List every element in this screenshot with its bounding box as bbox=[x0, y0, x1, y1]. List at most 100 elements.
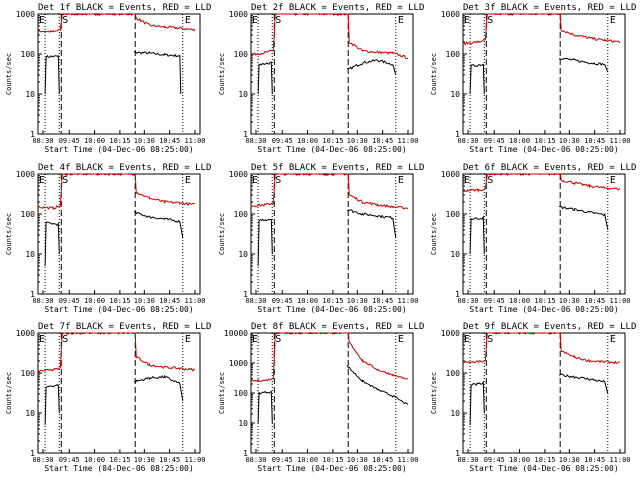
x-tick-label: 10:45 bbox=[159, 456, 180, 464]
y-tick-label: 1 bbox=[455, 290, 460, 299]
chart-title: Det 2f BLACK = Events, RED = LLD bbox=[251, 3, 424, 13]
y-tick-label: 100 bbox=[234, 389, 249, 398]
x-tick-label: 09:45 bbox=[484, 137, 505, 145]
y-tick-label: 1 bbox=[243, 290, 248, 299]
x-tick-label: 10:30 bbox=[347, 297, 368, 305]
event-marker: E bbox=[398, 334, 404, 345]
x-tick-label: 11:00 bbox=[184, 137, 205, 145]
x-tick-label: 10:30 bbox=[347, 456, 368, 464]
event-marker: S bbox=[275, 15, 281, 26]
chart-panel-3: Det 3f BLACK = Events, RED = LLD 1 10 100 10… bbox=[430, 3, 636, 154]
event-marker: E bbox=[39, 334, 45, 345]
event-marker: E bbox=[39, 15, 45, 26]
plot-frame bbox=[250, 332, 414, 454]
y-tick-label: 1000 bbox=[441, 10, 460, 19]
x-tick-label: 10:30 bbox=[134, 456, 155, 464]
x-tick-label: 10:00 bbox=[509, 137, 530, 145]
event-marker: E bbox=[185, 175, 191, 186]
lld-series-line bbox=[37, 13, 196, 33]
y-tick-label: 1 bbox=[30, 130, 35, 139]
x-tick-label: 08:30 bbox=[457, 137, 478, 145]
chart-title: Det 9f BLACK = Events, RED = LLD bbox=[463, 322, 636, 332]
events-series-line bbox=[257, 59, 397, 95]
chart-title: Det 8f BLACK = Events, RED = LLD bbox=[251, 322, 424, 332]
x-tick-label: 10:15 bbox=[322, 456, 343, 464]
x-tick-label: 10:30 bbox=[559, 297, 580, 305]
y-tick-label: 10 bbox=[238, 90, 248, 99]
x-axis-label: Start Time (04-Dec-06 08:25:00) bbox=[469, 305, 618, 314]
lld-series-line bbox=[462, 13, 621, 46]
plot-frame bbox=[250, 13, 414, 135]
event-marker: E bbox=[252, 175, 258, 186]
y-axis-label: Counts/sec bbox=[5, 53, 13, 95]
event-marker: E bbox=[464, 15, 470, 26]
y-tick-label: 1000 bbox=[16, 329, 35, 338]
y-axis-label: Counts/sec bbox=[218, 372, 226, 414]
event-marker: E bbox=[185, 334, 191, 345]
x-axis-label: Start Time (04-Dec-06 08:25:00) bbox=[257, 305, 406, 314]
x-tick-label: 11:00 bbox=[609, 137, 630, 145]
y-tick-label: 100 bbox=[446, 369, 461, 378]
y-tick-label: 1 bbox=[455, 130, 460, 139]
x-tick-label: 10:45 bbox=[584, 456, 605, 464]
x-tick-label: 11:00 bbox=[184, 297, 205, 305]
x-tick-label: 08:30 bbox=[245, 297, 266, 305]
chart-title: Det 5f BLACK = Events, RED = LLD bbox=[251, 163, 424, 173]
x-tick-label: 09:45 bbox=[59, 456, 80, 464]
lld-series-line bbox=[250, 332, 409, 382]
y-axis-label: Counts/sec bbox=[430, 53, 438, 95]
x-tick-label: 10:00 bbox=[84, 456, 105, 464]
plot-frame bbox=[250, 173, 414, 295]
x-tick-label: 10:45 bbox=[372, 137, 393, 145]
event-marker: E bbox=[398, 175, 404, 186]
event-marker: E bbox=[252, 334, 258, 345]
x-tick-label: 10:15 bbox=[322, 297, 343, 305]
x-tick-label: 10:00 bbox=[297, 137, 318, 145]
events-series-line bbox=[257, 209, 397, 267]
lld-series-line bbox=[462, 332, 621, 365]
x-tick-label: 08:30 bbox=[245, 456, 266, 464]
y-tick-label: 10 bbox=[238, 419, 248, 428]
y-tick-label: 1 bbox=[243, 449, 248, 458]
x-axis-label: Start Time (04-Dec-06 08:25:00) bbox=[257, 464, 406, 473]
events-series-line bbox=[469, 57, 609, 95]
x-tick-label: 11:00 bbox=[397, 297, 418, 305]
x-tick-label: 11:00 bbox=[609, 297, 630, 305]
event-marker: E bbox=[185, 15, 191, 26]
x-tick-label: 10:15 bbox=[534, 456, 555, 464]
x-axis-label: Start Time (04-Dec-06 08:25:00) bbox=[44, 145, 193, 154]
x-tick-label: 10:00 bbox=[509, 297, 530, 305]
event-marker: E bbox=[39, 175, 45, 186]
x-tick-label: 10:45 bbox=[372, 456, 393, 464]
x-tick-label: 10:45 bbox=[584, 137, 605, 145]
x-tick-label: 09:45 bbox=[272, 297, 293, 305]
plot-frame bbox=[462, 13, 626, 135]
y-tick-label: 1000 bbox=[16, 10, 35, 19]
x-tick-label: 10:15 bbox=[534, 137, 555, 145]
x-tick-label: 10:45 bbox=[372, 297, 393, 305]
x-tick-label: 10:00 bbox=[509, 456, 530, 464]
x-axis-label: Start Time (04-Dec-06 08:25:00) bbox=[469, 464, 618, 473]
y-tick-label: 1 bbox=[30, 290, 35, 299]
chart-title: Det 6f BLACK = Events, RED = LLD bbox=[463, 163, 636, 173]
x-tick-label: 09:45 bbox=[272, 137, 293, 145]
x-tick-label: 11:00 bbox=[397, 456, 418, 464]
x-tick-label: 10:30 bbox=[347, 137, 368, 145]
event-marker: S bbox=[62, 15, 68, 26]
x-tick-label: 10:00 bbox=[297, 456, 318, 464]
x-tick-label: 08:30 bbox=[245, 137, 266, 145]
x-tick-label: 10:45 bbox=[584, 297, 605, 305]
x-tick-label: 09:45 bbox=[59, 297, 80, 305]
y-tick-label: 100 bbox=[21, 210, 36, 219]
chart-panel-1: Det 1f BLACK = Events, RED = LLD 1 10 100 10… bbox=[5, 3, 211, 154]
plot-frame bbox=[462, 173, 626, 295]
event-marker: E bbox=[398, 15, 404, 26]
events-series-line bbox=[44, 51, 182, 95]
event-marker: E bbox=[610, 15, 616, 26]
y-axis-label: Counts/sec bbox=[430, 213, 438, 255]
x-axis-label: Start Time (04-Dec-06 08:25:00) bbox=[257, 145, 406, 154]
x-tick-label: 09:45 bbox=[59, 137, 80, 145]
event-marker: S bbox=[487, 334, 493, 345]
x-tick-label: 08:30 bbox=[457, 297, 478, 305]
